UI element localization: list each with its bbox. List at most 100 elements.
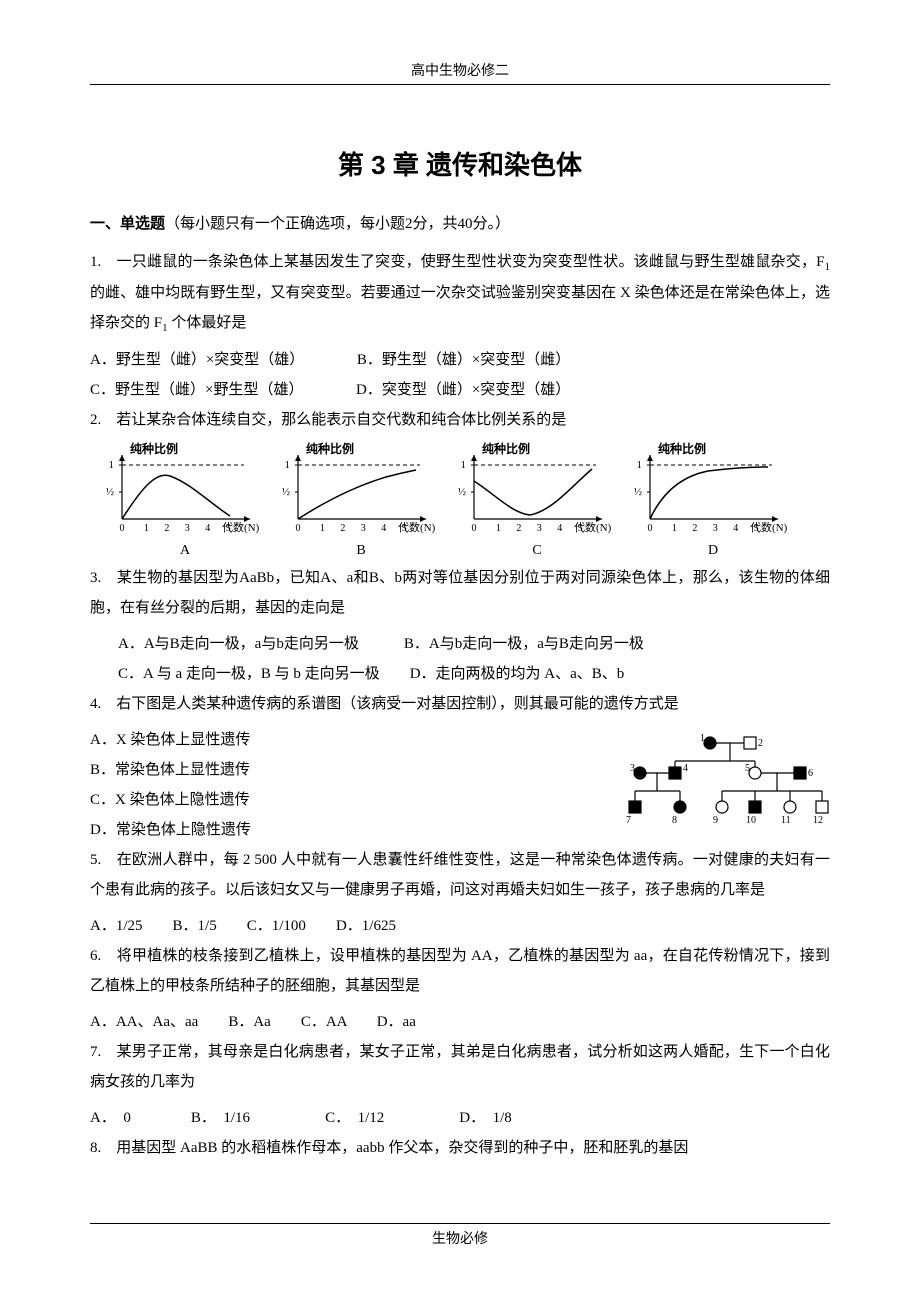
svg-text:8: 8 (672, 815, 677, 826)
svg-text:3: 3 (185, 523, 190, 534)
question-6: 6. 将甲植株的枝条接到乙植株上，设甲植株的基因型为 AA，乙植株的基因型为 a… (90, 941, 830, 1001)
q3-options-row2: C．A 与 a 走向一极，B 与 b 走向另一极 D．走向两极的均为 A、a、B… (90, 659, 830, 689)
svg-text:1: 1 (144, 523, 149, 534)
svg-text:纯种比例: 纯种比例 (482, 441, 530, 456)
q3-optB: B．A与b走向一极，a与B走向另一极 (404, 636, 644, 652)
q6-optD: D．aa (377, 1014, 416, 1030)
section-heading: 一、单选题（每小题只有一个正确选项，每小题2分，共40分。） (90, 212, 830, 233)
q5-optB: B．1/5 (173, 918, 217, 934)
svg-text:2: 2 (758, 738, 763, 749)
svg-text:代数(N): 代数(N) (398, 521, 436, 534)
q1-sub1: 1 (825, 261, 831, 273)
svg-text:1: 1 (461, 459, 467, 471)
question-2: 2. 若让某杂合体连续自交，那么能表示自交代数和纯合体比例关系的是 (90, 405, 830, 435)
q1-optA: A．野生型（雌）×突变型（雄） (90, 352, 297, 368)
q3-options-row1: A．A与B走向一极，a与b走向另一极 B．A与b走向一极，a与B走向另一极 (90, 629, 830, 659)
svg-text:½: ½ (458, 486, 466, 498)
q2-chart-A: 1½012345纯种比例代数(N)A (100, 441, 270, 559)
svg-text:3: 3 (361, 523, 366, 534)
question-7: 7. 某男子正常，其母亲是白化病患者，某女子正常，其弟是白化病患者，试分析如这两… (90, 1037, 830, 1097)
svg-text:1: 1 (672, 523, 677, 534)
svg-text:0: 0 (472, 523, 477, 534)
q2-charts: 1½012345纯种比例代数(N)A 1½012345纯种比例代数(N)B 1½… (100, 441, 830, 559)
svg-text:10: 10 (746, 815, 756, 826)
svg-text:3: 3 (713, 523, 718, 534)
q7-optA: A． 0 (90, 1110, 131, 1126)
q5-optC: C．1/100 (247, 918, 306, 934)
q1-options-row1: A．野生型（雌）×突变型（雄） B．野生型（雄）×突变型（雌） (90, 345, 830, 375)
svg-text:代数(N): 代数(N) (222, 521, 260, 534)
svg-text:纯种比例: 纯种比例 (130, 441, 178, 456)
question-3: 3. 某生物的基因型为AaBb，已知A、a和B、b两对等位基因分别位于两对同源染… (90, 563, 830, 623)
svg-text:6: 6 (808, 768, 813, 779)
page-header: 高中生物必修二 (90, 60, 830, 85)
svg-text:1: 1 (320, 523, 325, 534)
svg-text:½: ½ (634, 486, 642, 498)
question-4-block: 4. 右下图是人类某种遗传病的系谱图（该病受一对基因控制），则其最可能的遗传方式… (90, 689, 830, 845)
svg-text:4: 4 (733, 523, 738, 534)
q5-options: A．1/25 B．1/5 C．1/100 D．1/625 (90, 911, 830, 941)
q6-optC: C．AA (301, 1014, 347, 1030)
q2-label-B: B (276, 543, 446, 559)
q1-options-row2: C．野生型（雌）×野生型（雄） D．突变型（雌）×突变型（雄） (90, 375, 830, 405)
svg-text:4: 4 (683, 763, 688, 774)
q2-chart-B: 1½012345纯种比例代数(N)B (276, 441, 446, 559)
chapter-title: 第 3 章 遗传和染色体 (90, 145, 830, 182)
q7-optD: D． 1/8 (459, 1110, 512, 1126)
svg-text:4: 4 (381, 523, 386, 534)
svg-text:1: 1 (637, 459, 643, 471)
q7-optB: B． 1/16 (191, 1110, 250, 1126)
svg-text:12: 12 (813, 815, 823, 826)
svg-text:1: 1 (496, 523, 501, 534)
q5-optA: A．1/25 (90, 918, 143, 934)
q1-optD: D．突变型（雌）×突变型（雄） (356, 382, 570, 398)
page-footer: 生物必修 (90, 1223, 830, 1248)
svg-text:0: 0 (296, 523, 301, 534)
q4-pedigree: 123456789101112 (600, 729, 830, 834)
q3-optC: C．A 与 a 走向一极，B 与 b 走向另一极 (118, 666, 380, 682)
svg-text:代数(N): 代数(N) (574, 521, 612, 534)
q2-chart-D: 1½012345纯种比例代数(N)D (628, 441, 798, 559)
svg-text:½: ½ (282, 486, 290, 498)
svg-text:5: 5 (745, 763, 750, 774)
svg-text:3: 3 (630, 763, 635, 774)
section-note: （每小题只有一个正确选项，每小题2分，共40分。） (165, 216, 510, 232)
section-label: 一、单选题 (90, 216, 165, 232)
svg-text:11: 11 (781, 815, 791, 826)
svg-text:9: 9 (713, 815, 718, 826)
svg-text:4: 4 (557, 523, 562, 534)
question-4: 4. 右下图是人类某种遗传病的系谱图（该病受一对基因控制），则其最可能的遗传方式… (90, 689, 830, 719)
q1-optC: C．野生型（雌）×野生型（雄） (90, 382, 296, 398)
svg-text:纯种比例: 纯种比例 (306, 441, 354, 456)
svg-text:3: 3 (537, 523, 542, 534)
question-1: 1. 一只雌鼠的一条染色体上某基因发生了突变，使野生型性状变为突变型性状。该雌鼠… (90, 247, 830, 339)
q1-stem-c: 个体最好是 (168, 315, 247, 331)
svg-text:0: 0 (648, 523, 653, 534)
q2-label-C: C (452, 543, 622, 559)
q5-optD: D．1/625 (336, 918, 396, 934)
svg-text:2: 2 (692, 523, 697, 534)
q2-chart-C: 1½012345纯种比例代数(N)C (452, 441, 622, 559)
q2-label-A: A (100, 543, 270, 559)
svg-text:4: 4 (205, 523, 210, 534)
svg-text:代数(N): 代数(N) (750, 521, 788, 534)
svg-text:2: 2 (516, 523, 521, 534)
svg-text:0: 0 (120, 523, 125, 534)
question-8: 8. 用基因型 AaBB 的水稻植株作母本，aabb 作父本，杂交得到的种子中，… (90, 1133, 830, 1163)
svg-text:7: 7 (626, 815, 631, 826)
q6-optB: B．Aa (228, 1014, 271, 1030)
q6-optA: A．AA、Aa、aa (90, 1014, 198, 1030)
q2-label-D: D (628, 543, 798, 559)
q3-optA: A．A与B走向一极，a与b走向另一极 (118, 636, 359, 652)
svg-text:纯种比例: 纯种比例 (658, 441, 706, 456)
q7-optC: C． 1/12 (325, 1110, 384, 1126)
q7-options: A． 0 B． 1/16 C． 1/12 D． 1/8 (90, 1103, 830, 1133)
q1-stem-a: 1. 一只雌鼠的一条染色体上某基因发生了突变，使野生型性状变为突变型性状。该雌鼠… (90, 254, 825, 270)
q1-optB: B．野生型（雄）×突变型（雌） (357, 352, 570, 368)
svg-text:½: ½ (106, 486, 114, 498)
svg-text:2: 2 (164, 523, 169, 534)
svg-text:1: 1 (700, 733, 705, 744)
q6-options: A．AA、Aa、aa B．Aa C．AA D．aa (90, 1007, 830, 1037)
q3-optD: D．走向两极的均为 A、a、B、b (410, 666, 625, 682)
question-5: 5. 在欧洲人群中，每 2 500 人中就有一人患囊性纤维性变性，这是一种常染色… (90, 845, 830, 905)
